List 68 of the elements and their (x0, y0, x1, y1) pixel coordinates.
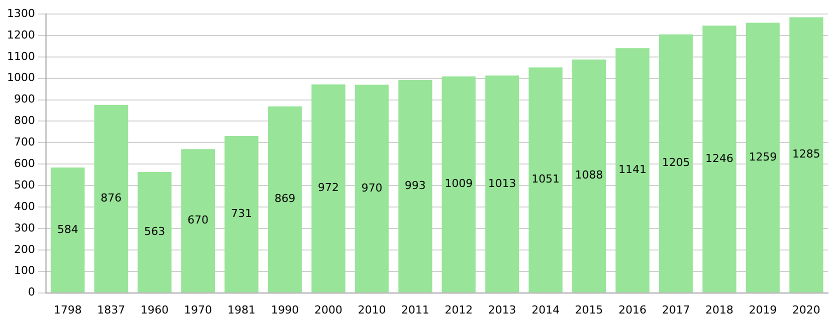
data-label: 876 (100, 191, 122, 204)
data-label: 869 (274, 192, 296, 206)
x-tick-label: 2000 (314, 303, 342, 316)
data-label: 1285 (792, 148, 820, 161)
data-label: 972 (318, 181, 339, 194)
data-label: 731 (230, 207, 252, 220)
bar (572, 59, 606, 292)
y-tick-label: 500 (14, 178, 35, 192)
y-tick-label: 1300 (6, 6, 35, 20)
x-tick-label: 1798 (54, 303, 82, 316)
data-label: 1259 (748, 150, 777, 164)
data-label: 1009 (444, 177, 473, 190)
data-label: 670 (188, 214, 209, 227)
y-tick-label: 600 (14, 156, 35, 170)
x-tick-label: 2018 (705, 303, 734, 316)
y-tick-label: 1200 (6, 28, 35, 42)
bar (311, 84, 346, 292)
data-label: 584 (57, 222, 78, 236)
x-tick-label: 1990 (270, 303, 299, 316)
data-label: 1141 (618, 163, 646, 176)
bar (354, 84, 389, 292)
bar (94, 104, 128, 292)
data-label: 1013 (488, 176, 516, 190)
data-label: 1088 (575, 168, 604, 182)
x-tick-label: 2015 (575, 303, 604, 316)
data-label: 1205 (662, 156, 690, 170)
y-tick-label: 200 (14, 242, 35, 256)
x-tick-label: 2010 (358, 303, 386, 316)
data-label: 1246 (705, 152, 734, 165)
bar (702, 26, 736, 292)
bar (181, 149, 215, 292)
x-tick-label: 2014 (532, 303, 560, 316)
y-tick-label: 400 (14, 200, 35, 213)
x-tick-label: 2020 (792, 303, 820, 316)
bar (746, 22, 780, 292)
y-tick-label: 700 (14, 136, 35, 149)
data-label: 1051 (532, 172, 560, 186)
x-tick-label: 1970 (184, 303, 212, 316)
x-tick-label: 2019 (748, 303, 777, 316)
x-tick-label: 2013 (488, 303, 516, 316)
bar (138, 172, 172, 292)
x-tick-label: 2011 (401, 303, 430, 316)
bar (659, 34, 693, 292)
bar (224, 136, 258, 292)
x-tick-label: 1960 (140, 303, 169, 316)
bar (485, 76, 520, 292)
x-tick-label: 1981 (227, 303, 256, 316)
bar (528, 67, 563, 292)
bar (442, 76, 476, 292)
bar (616, 48, 650, 292)
y-tick-label: 800 (14, 114, 35, 128)
data-label: 970 (361, 181, 382, 194)
x-tick-label: 2016 (618, 303, 646, 316)
y-tick-label: 0 (28, 286, 35, 299)
y-tick-label: 100 (14, 264, 35, 278)
bar (50, 168, 85, 292)
y-tick-label: 900 (14, 92, 35, 106)
y-tick-label: 1000 (6, 71, 35, 84)
x-tick-label: 1837 (97, 303, 126, 316)
data-label: 993 (404, 178, 426, 192)
y-tick-label: 300 (14, 221, 35, 234)
bar (268, 106, 302, 292)
bar (398, 80, 432, 292)
x-tick-label: 2017 (662, 303, 690, 316)
x-tick-label: 2012 (444, 303, 473, 316)
bar (789, 17, 824, 292)
y-tick-label: 1100 (6, 50, 35, 63)
data-label: 563 (144, 225, 166, 238)
